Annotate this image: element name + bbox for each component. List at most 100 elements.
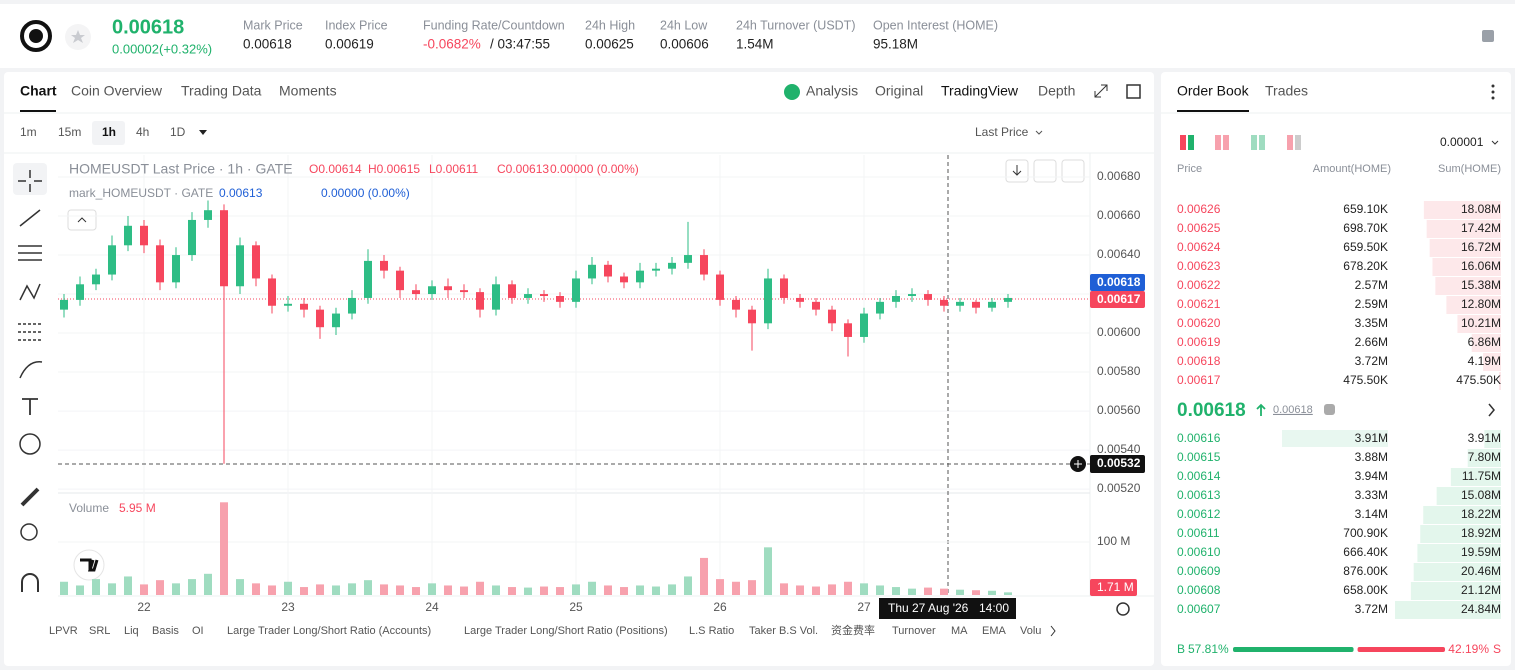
chart-button[interactable] (1061, 159, 1085, 183)
volume-bar (220, 502, 228, 595)
candle-body (748, 309, 756, 324)
stat-value: 0.00625 (585, 37, 634, 52)
asks-sum: 16.72M (1461, 240, 1501, 254)
bids-depth (1423, 506, 1501, 524)
candle-body (524, 294, 532, 298)
book-tab[interactable]: Order Book (1177, 83, 1250, 99)
interval[interactable]: 1D (170, 125, 186, 139)
book-tab[interactable]: Trades (1265, 83, 1308, 99)
candle-body (508, 284, 516, 298)
interval[interactable]: 1m (20, 125, 37, 139)
chart-tab[interactable]: Trading Data (181, 83, 262, 99)
view-tab[interactable]: Original (875, 83, 923, 99)
price-change: 0.00002(+0.32%) (112, 41, 212, 56)
channel-tool[interactable] (18, 245, 42, 261)
candle-body (1004, 297, 1012, 302)
emoji-tool[interactable] (19, 433, 41, 455)
candle-body (764, 278, 772, 324)
candle-body (892, 296, 900, 302)
tool-selected[interactable] (13, 163, 47, 195)
interval[interactable]: 4h (136, 125, 149, 139)
interval[interactable]: 15m (58, 125, 81, 139)
indicator-tab[interactable]: Taker B.S Vol. (749, 625, 818, 637)
brush-tool[interactable] (19, 361, 43, 379)
indicator-tab[interactable]: OI (192, 625, 204, 637)
candle-body (988, 301, 996, 308)
layout-both[interactable] (1180, 135, 1186, 150)
y-tick-label: 0.00660 (1097, 208, 1141, 222)
bids-price: 0.00607 (1177, 602, 1221, 616)
precision-dropdown[interactable] (1491, 140, 1499, 145)
menu-dot[interactable] (1491, 84, 1495, 88)
interval[interactable]: 1h (102, 125, 116, 139)
window-icon[interactable] (1126, 84, 1141, 99)
bids-amount: 3.94M (1355, 469, 1388, 483)
volume-bar (60, 581, 68, 595)
layout-asks[interactable] (1215, 135, 1221, 150)
zoom-tool[interactable] (20, 523, 38, 541)
volume-bar (892, 587, 900, 595)
text-tool[interactable] (22, 398, 38, 415)
bids-price: 0.00616 (1177, 431, 1221, 445)
stat-label: Index Price (325, 18, 388, 32)
mark-value: 0.00613 (219, 186, 263, 200)
magnet-tool[interactable] (21, 573, 39, 592)
asks-amount: 678.20K (1343, 259, 1388, 273)
price-source[interactable]: Last Price (975, 125, 1029, 139)
chart-button[interactable] (1033, 159, 1057, 183)
indicator-tab[interactable]: Large Trader Long/Short Ratio (Accounts) (227, 625, 431, 637)
tv-mark (80, 558, 99, 572)
indicator-tab[interactable]: Turnover (892, 625, 936, 637)
view-tab[interactable]: Depth (1038, 83, 1075, 99)
layout-alt[interactable] (1287, 135, 1293, 150)
chart-tab[interactable]: Moments (279, 83, 337, 99)
volume-bar (412, 587, 420, 595)
indicator-tab[interactable]: EMA (982, 625, 1007, 637)
candle-body (76, 284, 84, 300)
axis-settings[interactable] (1116, 602, 1130, 616)
indicator-tab[interactable]: Volu (1020, 625, 1041, 637)
indicator-tab[interactable]: 资金费率 (831, 623, 875, 637)
asks-sum: 6.86M (1468, 335, 1501, 349)
indicator-tab[interactable]: Basis (152, 625, 179, 637)
chart-tab[interactable]: Chart (20, 83, 57, 99)
indicator-tab[interactable]: LPVR (49, 625, 78, 637)
bids-sum: 24.84M (1461, 602, 1501, 616)
settings-icon[interactable] (1482, 30, 1494, 42)
indicator-tab[interactable]: Liq (124, 625, 139, 637)
candle-body (156, 245, 164, 283)
expand-icon[interactable] (1094, 84, 1108, 98)
view-tab[interactable]: Analysis (806, 83, 858, 99)
candle-body (572, 278, 580, 302)
bids-price: 0.00610 (1177, 545, 1221, 559)
bids-sum: 15.08M (1461, 488, 1501, 502)
collapse-legend[interactable] (67, 209, 97, 231)
candle-body (684, 255, 692, 263)
indicator-next[interactable] (1050, 625, 1056, 637)
view-tab[interactable]: TradingView (941, 83, 1019, 99)
fib-tool[interactable] (18, 323, 42, 341)
volume-tick-label: 100 M (1097, 534, 1130, 548)
bids-depth (1484, 430, 1501, 448)
ruler-tool[interactable] (20, 487, 40, 507)
indicator-tab[interactable]: Large Trader Long/Short Ratio (Positions… (464, 625, 668, 637)
interval-dropdown[interactable] (199, 130, 207, 135)
indicator-tab[interactable]: MA (951, 625, 968, 637)
pattern-tool[interactable] (19, 283, 41, 301)
bids-price: 0.00615 (1177, 450, 1221, 464)
volume-bar (252, 583, 260, 595)
chart-tab[interactable]: Coin Overview (71, 83, 163, 99)
volume-bar (668, 584, 676, 595)
mark-title: mark_HOMEUSDT · GATE (69, 186, 213, 200)
precision[interactable]: 0.00001 (1440, 135, 1484, 149)
crosshair-tool[interactable] (18, 170, 42, 192)
bids-depth (1413, 563, 1501, 581)
indicator-tab[interactable]: SRL (89, 625, 110, 637)
candle-body (412, 290, 420, 295)
stat-value: 1.54M (736, 37, 774, 52)
layout-bids[interactable] (1251, 135, 1257, 150)
chevron[interactable] (1488, 403, 1495, 417)
line-tool[interactable] (19, 209, 41, 227)
bids-depth (1410, 582, 1501, 600)
indicator-tab[interactable]: L.S Ratio (689, 625, 734, 637)
